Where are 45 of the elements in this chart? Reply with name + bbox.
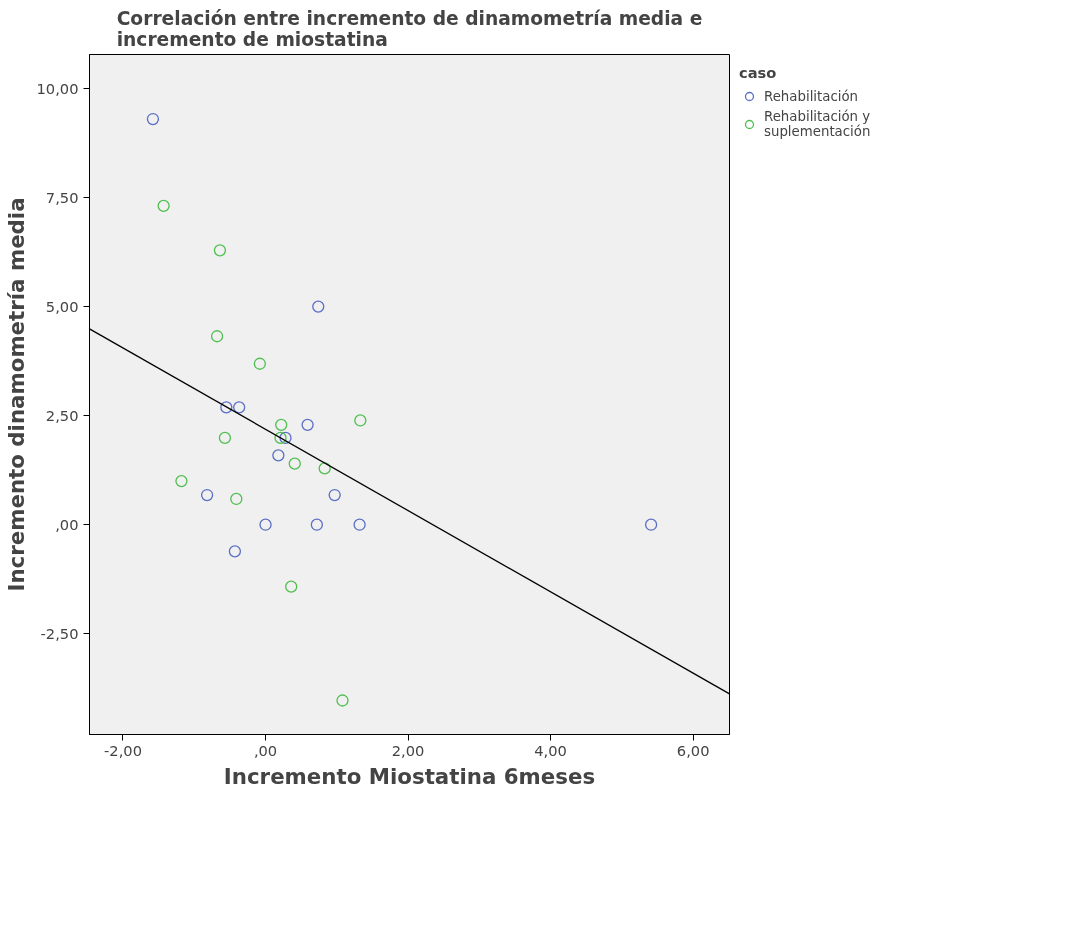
point (228, 545, 242, 558)
point (218, 431, 232, 445)
point (175, 474, 188, 488)
point (200, 488, 214, 502)
point (210, 330, 224, 343)
y-tick-label: 2,50 (45, 406, 79, 424)
point (301, 418, 314, 431)
point (288, 457, 301, 470)
point (157, 199, 170, 212)
point (310, 518, 323, 531)
x-axis-title: Incremento Miostatina 6meses (223, 763, 596, 789)
point (644, 518, 658, 531)
x-tick-label: 6,00 (676, 741, 710, 759)
y-tick-label: ,00 (55, 515, 79, 533)
point (279, 431, 292, 445)
y-tick-label: 5,00 (45, 297, 79, 315)
legend-label: Rehabilitación y suplementación (764, 109, 871, 139)
point (230, 492, 243, 506)
point (336, 694, 349, 707)
y-tick-label: 10,00 (36, 79, 79, 97)
point (354, 414, 367, 427)
chart-title: Correlación entre incremento de dinamometría media e incremento de miostatina (116, 7, 703, 50)
point (146, 112, 160, 126)
y-axis-title: Incremento dinamometría media (3, 197, 29, 592)
x-tick-label: -2,00 (104, 741, 142, 759)
point (275, 418, 288, 431)
point (328, 488, 341, 502)
point (233, 401, 246, 414)
point (259, 518, 272, 531)
point (318, 462, 331, 475)
legend-title: caso (739, 64, 778, 81)
y-tick-label: 7,50 (45, 188, 79, 206)
point (353, 518, 366, 531)
x-tick-label: 2,00 (391, 741, 425, 759)
point (213, 244, 227, 257)
point (274, 431, 287, 445)
point (253, 357, 266, 370)
point (312, 300, 325, 313)
point (272, 449, 285, 462)
point (285, 580, 298, 593)
point (220, 401, 233, 414)
y-tick-label: -2,50 (40, 624, 79, 642)
x-tick-label: ,00 (253, 741, 278, 759)
x-tick-label: 4,00 (534, 741, 567, 759)
legend-label: Rehabilitación (764, 88, 859, 104)
